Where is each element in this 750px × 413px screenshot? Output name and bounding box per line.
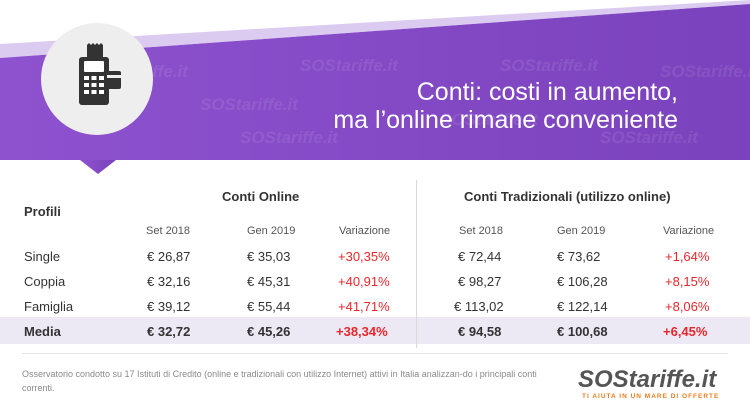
- table-cell-variation: +41,71%: [338, 299, 390, 314]
- row-label-coppia: Coppia: [24, 274, 66, 289]
- title-line-1: Conti: costi in aumento,: [416, 78, 678, 106]
- row-label-famiglia: Famiglia: [24, 299, 74, 314]
- table-cell-variation: +8,06%: [665, 299, 710, 314]
- table-cell: € 39,12: [147, 299, 191, 314]
- table-cell: € 72,44: [458, 249, 502, 264]
- table-cell-variation: +30,35%: [338, 249, 390, 264]
- watermark: SOStariffe.it: [200, 95, 298, 114]
- table-cell: € 106,28: [557, 274, 608, 289]
- table-cell: € 26,87: [147, 249, 191, 264]
- footer-note: Osservatorio condotto su 17 Istituti di …: [22, 369, 537, 393]
- column-header: Gen 2019: [247, 225, 296, 237]
- table-cell: € 55,44: [247, 299, 291, 314]
- traditional-group-header: Conti Tradizionali (utilizzo online): [464, 189, 671, 204]
- column-header: Variazione: [663, 225, 715, 237]
- table-cell: € 113,02: [454, 299, 504, 314]
- table-cell-variation: +8,15%: [665, 274, 710, 289]
- table-cell: € 100,68: [557, 324, 608, 339]
- table-cell: € 45,26: [247, 324, 291, 339]
- table-cell-variation: +6,45%: [663, 324, 708, 339]
- column-divider: [416, 180, 417, 348]
- watermark: SOStariffe.it: [600, 128, 698, 147]
- table-cell: € 45,31: [247, 274, 291, 289]
- header-banner: SOStariffe.it SOStariffe.it SOStariffe.i…: [0, 0, 750, 175]
- table-cell: € 32,16: [147, 274, 191, 289]
- watermark: SOStariffe.it: [500, 56, 598, 75]
- online-group-header: Conti Online: [222, 189, 300, 204]
- icon-circle: [41, 23, 153, 135]
- page-title: Conti: costi in aumento, ma l’online rim…: [333, 78, 678, 134]
- table-cell-variation: +40,91%: [338, 274, 390, 289]
- column-header: Set 2018: [459, 225, 504, 237]
- column-header: Gen 2019: [557, 225, 606, 237]
- row-label-media: Media: [24, 324, 61, 339]
- table-cell: € 73,62: [557, 249, 601, 264]
- sostariffe-logo: SOStariffe.it TI AIUTA IN UN MARE DI OFF…: [578, 366, 738, 406]
- table-cell: € 32,72: [147, 324, 191, 339]
- logo-text: SOStariffe.it: [578, 366, 717, 393]
- table-cell: € 94,58: [458, 324, 502, 339]
- column-header: Variazione: [339, 225, 391, 237]
- column-header: Set 2018: [146, 225, 191, 237]
- watermark: SOStariffe.it: [660, 62, 750, 81]
- table-cell: € 98,27: [458, 274, 502, 289]
- title-line-2: ma l’online rimane conveniente: [333, 106, 678, 134]
- watermark: SOStariffe.it: [300, 56, 398, 75]
- pos-terminal-icon: [79, 43, 121, 105]
- banner-background: [0, 0, 750, 174]
- table-cell: € 122,14: [557, 299, 608, 314]
- table-cell: € 35,03: [247, 249, 291, 264]
- table-cell-variation: +38,34%: [336, 324, 388, 339]
- watermark: SOStariffe.it: [240, 128, 338, 147]
- row-label-single: Single: [24, 249, 61, 264]
- table-cell-variation: +1,64%: [665, 249, 710, 264]
- profiles-header: Profili: [24, 204, 61, 219]
- watermark: SOStariffe.it: [440, 110, 538, 129]
- cost-table: Profili Conti Online Conti Tradizionali …: [0, 175, 750, 348]
- footer-divider: [22, 353, 728, 354]
- average-row-highlight: [0, 317, 750, 344]
- logo-tagline: TI AIUTA IN UN MARE DI OFFERTE: [582, 393, 720, 400]
